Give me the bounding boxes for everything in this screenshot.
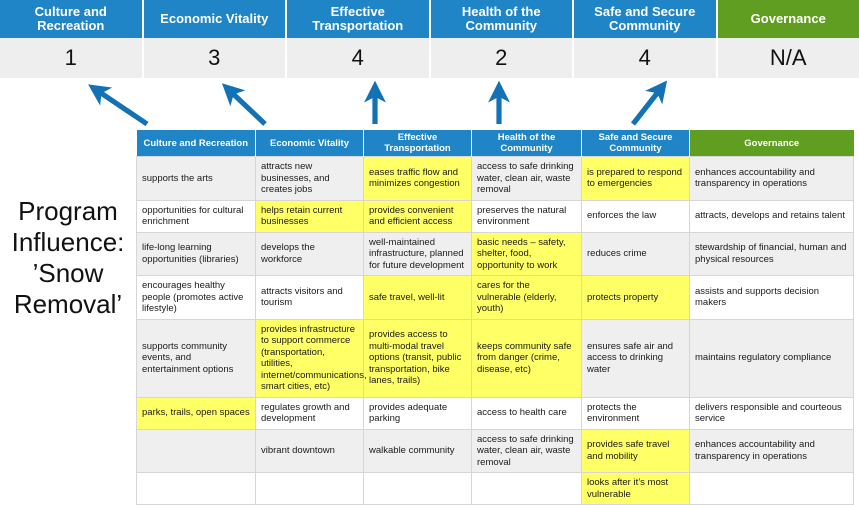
- matrix-cell: attracts visitors and tourism: [256, 276, 364, 320]
- matrix-cell: regulates growth and development: [256, 397, 364, 429]
- matrix-cell: [137, 429, 256, 473]
- caption-line-1: Program: [4, 196, 132, 227]
- matrix-cell: delivers responsible and courteous servi…: [690, 397, 854, 429]
- score-value-health-of-the-community: 2: [431, 38, 575, 78]
- matrix-cell: keeps community safe from danger (crime,…: [472, 319, 582, 397]
- score-header-safe-and-secure-community: Safe and Secure Community: [574, 0, 718, 38]
- matrix-cell: supports community events, and entertain…: [137, 319, 256, 397]
- score-header-effective-transportation: Effective Transportation: [287, 0, 431, 38]
- matrix-cell: enhances accountability and transparency…: [690, 429, 854, 473]
- arrow-economic-vitality: [228, 89, 265, 124]
- matrix-cell: maintains regulatory compliance: [690, 319, 854, 397]
- matrix-header-governance: Governance: [690, 130, 854, 157]
- score-value-effective-transportation: 4: [287, 38, 431, 78]
- matrix-cell: helps retain current businesses: [256, 200, 364, 232]
- table-row: life-long learning opportunities (librar…: [137, 232, 854, 276]
- matrix-cell: reduces crime: [582, 232, 690, 276]
- score-header-economic-vitality: Economic Vitality: [144, 0, 288, 38]
- matrix-cell: [256, 473, 364, 505]
- matrix-header-economic-vitality: Economic Vitality: [256, 130, 364, 157]
- caption-line-4: Removal’: [4, 289, 132, 320]
- matrix-cell: provides infrastructure to support comme…: [256, 319, 364, 397]
- matrix-cell: opportunities for cultural enrichment: [137, 200, 256, 232]
- matrix-cell: provides safe travel and mobility: [582, 429, 690, 473]
- matrix-cell: protects the environment: [582, 397, 690, 429]
- arrow-safe-and-secure-community: [633, 87, 662, 124]
- matrix-cell: life-long learning opportunities (librar…: [137, 232, 256, 276]
- matrix-cell: [364, 473, 472, 505]
- matrix-cell: stewardship of financial, human and phys…: [690, 232, 854, 276]
- matrix-cell: access to health care: [472, 397, 582, 429]
- matrix-cell: assists and supports decision makers: [690, 276, 854, 320]
- table-row: looks after it’s most vulnerable: [137, 473, 854, 505]
- table-row: supports community events, and entertain…: [137, 319, 854, 397]
- arrow-culture-and-recreation: [95, 89, 147, 124]
- score-header-governance: Governance: [718, 0, 859, 38]
- matrix-cell: safe travel, well-lit: [364, 276, 472, 320]
- score-value-safe-and-secure-community: 4: [574, 38, 718, 78]
- matrix-cell: [137, 473, 256, 505]
- table-row: encourages healthy people (promotes acti…: [137, 276, 854, 320]
- matrix-cell: develops the workforce: [256, 232, 364, 276]
- program-influence-matrix: Culture and Recreation Economic Vitality…: [136, 130, 853, 505]
- matrix-cell: is prepared to respond to emergencies: [582, 157, 690, 201]
- matrix-cell: [472, 473, 582, 505]
- matrix-cell: access to safe drinking water, clean air…: [472, 157, 582, 201]
- matrix-cell: well-maintained infrastructure, planned …: [364, 232, 472, 276]
- matrix-cell: parks, trails, open spaces: [137, 397, 256, 429]
- matrix-cell: enforces the law: [582, 200, 690, 232]
- matrix-header-health-of-the-community: Health of the Community: [472, 130, 582, 157]
- matrix-cell: cares for the vulnerable (elderly, youth…: [472, 276, 582, 320]
- matrix-header-culture-and-recreation: Culture and Recreation: [137, 130, 256, 157]
- matrix-header-row: Culture and Recreation Economic Vitality…: [137, 130, 854, 157]
- matrix-cell: walkable community: [364, 429, 472, 473]
- matrix-cell: vibrant downtown: [256, 429, 364, 473]
- score-value-culture-and-recreation: 1: [0, 38, 144, 78]
- matrix-cell: ensures safe air and access to drinking …: [582, 319, 690, 397]
- score-value-governance: N/A: [718, 38, 859, 78]
- matrix-cell: protects property: [582, 276, 690, 320]
- matrix-header-effective-transportation: Effective Transportation: [364, 130, 472, 157]
- matrix-cell: preserves the natural environment: [472, 200, 582, 232]
- score-value-economic-vitality: 3: [144, 38, 288, 78]
- matrix-cell: access to safe drinking water, clean air…: [472, 429, 582, 473]
- score-header-row: Culture and Recreation Economic Vitality…: [0, 0, 859, 38]
- score-value-row: 1 3 4 2 4 N/A: [0, 38, 859, 78]
- score-band: Culture and Recreation Economic Vitality…: [0, 0, 859, 78]
- matrix-cell: attracts new businesses, and creates job…: [256, 157, 364, 201]
- matrix-cell: eases traffic flow and minimizes congest…: [364, 157, 472, 201]
- matrix-cell: provides access to multi-modal travel op…: [364, 319, 472, 397]
- matrix-cell: looks after it’s most vulnerable: [582, 473, 690, 505]
- matrix-cell: encourages healthy people (promotes acti…: [137, 276, 256, 320]
- matrix-cell: basic needs – safety, shelter, food, opp…: [472, 232, 582, 276]
- matrix-header-safe-and-secure-community: Safe and Secure Community: [582, 130, 690, 157]
- caption-line-3: ’Snow: [4, 258, 132, 289]
- matrix-cell: provides convenient and efficient access: [364, 200, 472, 232]
- score-header-health-of-the-community: Health of the Community: [431, 0, 575, 38]
- program-influence-caption: Program Influence: ’Snow Removal’: [4, 196, 132, 320]
- matrix-cell: supports the arts: [137, 157, 256, 201]
- caption-line-2: Influence:: [4, 227, 132, 258]
- arrow-layer: [0, 78, 859, 130]
- matrix-cell: attracts, develops and retains talent: [690, 200, 854, 232]
- matrix-cell: provides adequate parking: [364, 397, 472, 429]
- matrix-cell: [690, 473, 854, 505]
- matrix-cell: enhances accountability and transparency…: [690, 157, 854, 201]
- score-header-culture-and-recreation: Culture and Recreation: [0, 0, 144, 38]
- matrix-table: Culture and Recreation Economic Vitality…: [136, 130, 854, 505]
